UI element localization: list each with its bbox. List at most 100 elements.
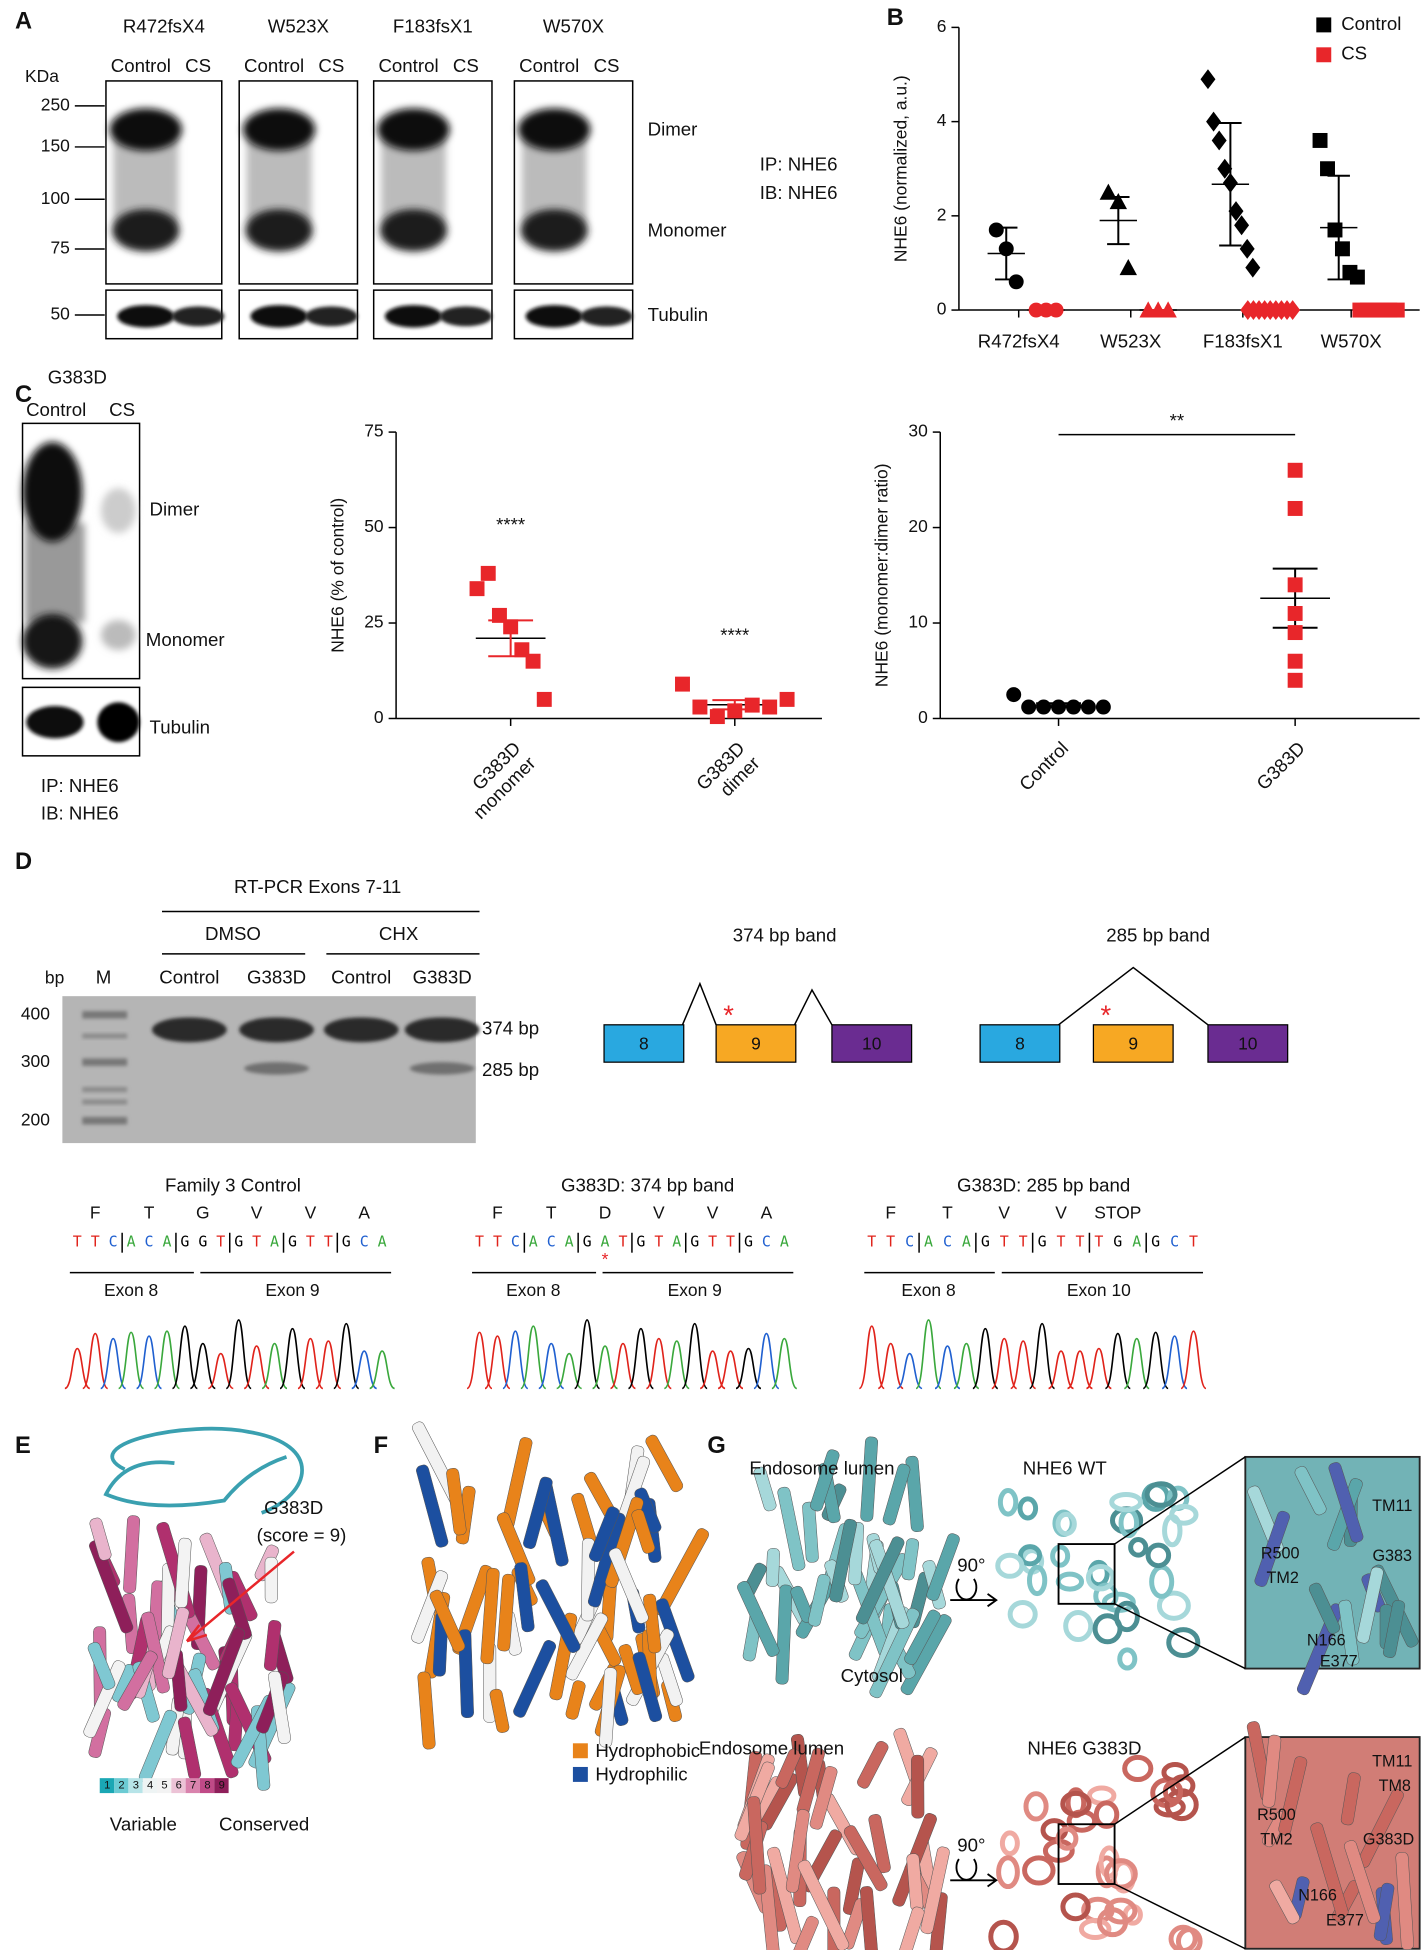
helix <box>1262 1734 1282 1808</box>
ip-label: IP: NHE6 <box>760 154 838 175</box>
helix <box>89 1539 134 1634</box>
point <box>1349 269 1365 285</box>
band <box>525 305 583 328</box>
amino-acid: T <box>546 1203 557 1223</box>
lane-label: Control <box>111 55 171 76</box>
nucleotide: C <box>547 1233 556 1251</box>
nucleotide: T <box>708 1233 717 1251</box>
helix <box>1023 1791 1049 1822</box>
helix <box>1060 1892 1091 1922</box>
y-tick-label: 50 <box>364 516 384 536</box>
x-tick-label: W523X <box>1100 330 1162 351</box>
ladder-band <box>82 1011 128 1019</box>
nucleotide: A <box>162 1233 171 1251</box>
chromatogram-peak <box>153 1330 181 1390</box>
nucleotide: T <box>1000 1233 1009 1251</box>
chromatogram-peak <box>1009 1340 1037 1390</box>
helix <box>1145 1542 1172 1569</box>
chromatogram-peak <box>502 1330 529 1390</box>
helix <box>1117 1647 1138 1671</box>
helix <box>535 1579 581 1653</box>
band-label: Dimer <box>648 119 698 140</box>
helix <box>589 1506 620 1562</box>
helix <box>1162 1513 1183 1548</box>
chromatogram-peak <box>681 1322 708 1390</box>
amino-acid: V <box>707 1203 719 1223</box>
ladder-band <box>82 1099 128 1105</box>
scale-swatch <box>99 1778 115 1794</box>
chromatogram-peak <box>135 1335 163 1390</box>
helix <box>1026 1564 1048 1597</box>
rotation-arrow <box>950 1858 998 1888</box>
helix <box>859 1886 880 1950</box>
panel-label: G <box>707 1433 725 1459</box>
scale-swatch <box>128 1778 143 1794</box>
helix <box>775 1584 793 1685</box>
helix <box>1278 1756 1308 1836</box>
helix <box>202 1627 245 1717</box>
point <box>709 709 725 725</box>
nucleotide: A <box>601 1233 610 1251</box>
point <box>480 565 496 581</box>
point <box>1051 699 1067 715</box>
residue-label: E377 <box>1320 1653 1358 1671</box>
helix <box>1078 1917 1112 1941</box>
scale-label: 9 <box>219 1780 225 1792</box>
chromatogram-peak <box>934 1345 961 1390</box>
lane-label: Control <box>331 967 391 988</box>
legend-label: Hydrophilic <box>595 1764 687 1785</box>
zoom-line <box>1114 1456 1246 1545</box>
nucleotide: T <box>306 1233 315 1251</box>
scale-swatch <box>157 1778 172 1794</box>
panel-label: C <box>15 382 32 408</box>
legend-swatch <box>1316 17 1332 33</box>
chromatogram-peak <box>484 1335 511 1390</box>
helix <box>775 1748 801 1789</box>
point <box>779 691 795 707</box>
chromatogram-peak <box>609 1342 637 1390</box>
nucleotide: T <box>252 1233 261 1251</box>
helix <box>645 1434 684 1493</box>
x-tick-label: G383D <box>1252 737 1309 794</box>
helix <box>1092 1613 1123 1645</box>
point <box>744 697 760 713</box>
amino-acid: F <box>90 1203 101 1223</box>
helix <box>785 1809 810 1893</box>
nucleotide: G <box>744 1233 753 1251</box>
nucleotide: A <box>924 1233 933 1251</box>
sequence-title: G383D: 374 bp band <box>561 1175 734 1196</box>
helix <box>599 1667 618 1748</box>
y-axis-label: NHE6 (normalized, a.u.) <box>890 75 910 262</box>
exon-name: Exon 9 <box>668 1280 722 1300</box>
helix <box>416 1464 449 1548</box>
exon-label: 9 <box>751 1033 761 1053</box>
point <box>988 222 1004 238</box>
helix <box>869 1607 920 1699</box>
panel-label: B <box>887 5 904 31</box>
chromatogram-peak <box>189 1342 217 1390</box>
x-tick-label: G383Ddimer <box>692 737 764 809</box>
side-label: Endosome lumen <box>749 1457 894 1478</box>
helix <box>89 1517 112 1561</box>
helix <box>753 1466 777 1512</box>
x-tick-label: W570X <box>1321 330 1383 351</box>
band <box>171 306 225 327</box>
nucleotide: A <box>565 1233 574 1251</box>
point <box>1312 132 1328 148</box>
mutant-label: F183fsX1 <box>393 15 473 36</box>
chromatogram-peak <box>207 1352 234 1390</box>
point <box>525 653 541 669</box>
nucleotide: C <box>145 1233 154 1251</box>
exon <box>831 1024 913 1063</box>
helix <box>1144 1481 1178 1508</box>
point <box>1287 625 1303 641</box>
helix <box>571 1492 597 1546</box>
helix <box>632 1651 663 1723</box>
helix <box>777 1486 806 1571</box>
band <box>22 442 83 542</box>
structure-title: NHE6 WT <box>1023 1457 1107 1478</box>
chromatogram-peak <box>369 1350 396 1390</box>
y-tick-label: 0 <box>937 299 947 319</box>
nucleotide: A <box>1132 1233 1141 1251</box>
point <box>762 699 778 715</box>
